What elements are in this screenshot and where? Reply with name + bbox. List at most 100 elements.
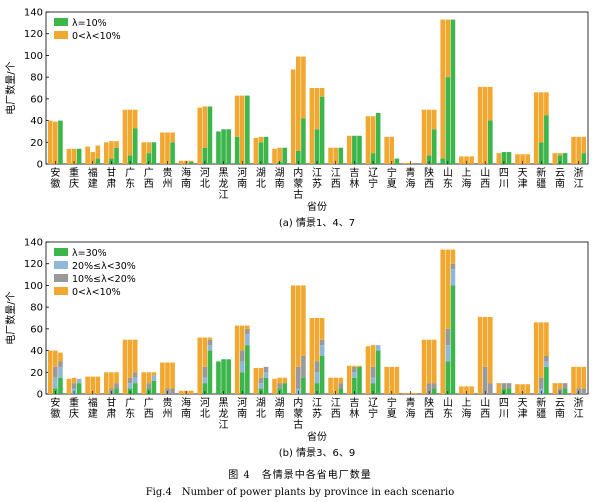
x-tick-label: 四 [499,168,509,179]
bar-segment [482,316,488,367]
bar-segment [253,367,259,394]
bar-segment [544,322,549,356]
bar-segment [141,142,146,164]
bar-segment [426,383,432,394]
y-tick-label: 120 [24,259,43,270]
bar-segment [515,154,520,164]
legend-swatch [54,287,68,295]
bar-segment [114,147,119,164]
x-tick-label: 庆 [69,177,79,190]
bar-segment [506,388,512,394]
bar-segment [450,19,456,164]
bar-segment [557,153,563,156]
x-tick-label: 东 [443,177,453,190]
x-tick-label: 福 [88,396,98,409]
bar-segment [53,377,58,389]
bar-segment [450,263,456,270]
bar-segment [296,366,301,389]
x-tick-label: 黑 [219,397,229,409]
bar-segment [151,142,157,164]
bar-segment [109,372,114,389]
y-tick-label: 60 [30,94,43,105]
bar-segment [221,129,226,164]
bar-segment [309,318,315,394]
bar-segment [127,339,133,378]
x-tick-label: 宁 [368,177,378,190]
bar-segment [464,156,469,164]
x-tick-label: 西 [331,179,341,190]
bar-segment [282,383,288,394]
x-tick-label: 河 [200,397,210,409]
bar-segment [370,383,376,394]
bar-segment [95,158,101,164]
bar-segment [202,377,208,384]
x-tick-label: 南 [555,407,565,420]
chart-subtitle: (b) 情景3、6、9 [279,446,355,459]
x-tick-label: 湖 [256,397,266,409]
x-tick-label: 东 [125,407,135,420]
x-tick-label: 青 [405,166,415,179]
bar-segment [426,339,432,384]
bar-segment [258,136,264,143]
bar-segment [544,361,549,367]
bar-segment [296,56,301,151]
x-tick-label: 江 [312,397,322,409]
y-tick-label: 120 [24,29,43,40]
x-tick-label: 贵 [162,166,172,179]
bar-segment [319,345,325,356]
x-tick-label: 津 [518,178,528,190]
bar-segment [207,345,213,351]
x-tick-label: 江 [331,397,341,409]
x-tick-label: 湖 [275,397,285,409]
x-tick-label: 江 [574,178,584,190]
bar-segment [127,383,133,389]
x-tick-label: 贵 [162,396,172,409]
bar-segment [202,337,208,367]
x-tick-label: 天 [518,168,528,179]
bar-segment [263,372,269,378]
bar-segment [389,366,395,394]
bar-segment [58,352,63,362]
bar-segment [132,377,138,384]
x-tick-label: 夏 [387,408,397,420]
x-tick-label: 江 [219,419,229,431]
x-tick-label: 天 [518,398,528,409]
bar-segment [146,383,152,389]
bar-segment [263,377,269,394]
bar-segment [384,366,389,394]
legend-label: 0<λ<10% [72,287,121,298]
bar-segment [431,109,437,130]
bar-segment [314,361,320,373]
legend-label: λ=30% [72,248,107,259]
x-tick-label: 湖 [275,167,285,179]
legend-label: 20%≤λ<30% [72,261,136,272]
bar-segment [477,86,483,164]
bar-segment [146,153,152,164]
figure-caption-cn: 图 4 各情景中各省电厂数量 [228,470,372,481]
x-tick-label: 陕 [424,166,434,179]
bar-segment [357,135,362,164]
y-tick-label: 80 [30,73,43,84]
bar-segment [370,345,376,367]
x-tick-label: 山 [443,397,453,409]
x-tick-label: 海 [405,177,415,190]
x-tick-label: 陕 [424,396,434,409]
x-tick-label: 西 [331,409,341,420]
x-tick-label: 江 [312,167,322,179]
bar-segment [333,147,338,164]
bar-segment [319,88,325,97]
bar-segment [544,115,549,164]
bar-segment [127,377,133,384]
x-tick-label: 浙 [574,167,584,179]
bar-segment [258,367,264,378]
x-tick-label: 夏 [387,178,397,190]
bar-segment [151,380,157,394]
bar-segment [346,365,352,394]
bar-segment [290,69,296,164]
bar-segment [58,377,63,394]
bar-segment [132,339,138,373]
bar-segment [258,142,264,164]
bar-segment [533,322,539,394]
x-tick-label: 苏 [312,407,322,420]
x-tick-label: 建 [88,177,98,190]
